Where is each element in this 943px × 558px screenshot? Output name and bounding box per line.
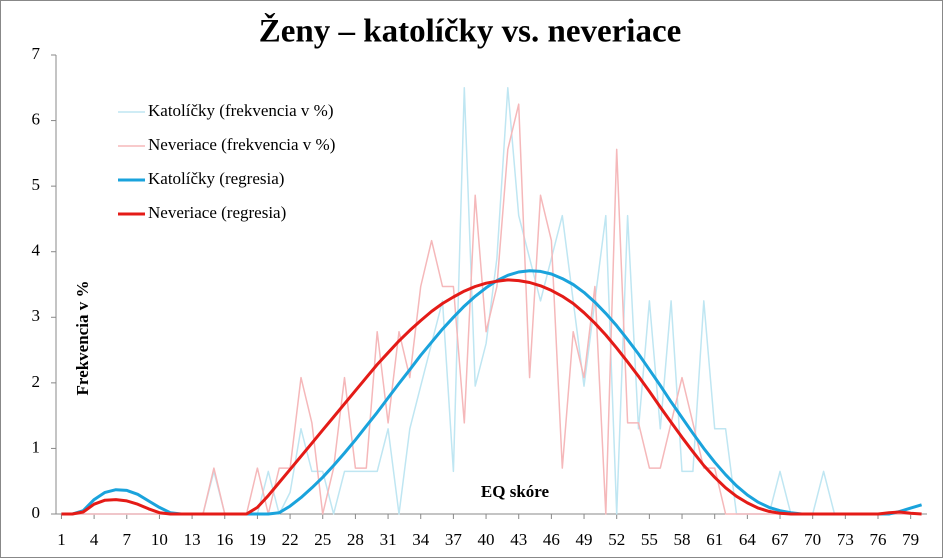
x-tick-label: 22 [282, 530, 299, 549]
x-tick-label: 1 [57, 530, 66, 549]
legend-label: Neveriace (regresia) [148, 203, 286, 222]
x-tick-label: 64 [739, 530, 757, 549]
y-tick-label: 4 [32, 241, 41, 260]
x-tick-label: 10 [151, 530, 168, 549]
y-tick-label: 0 [32, 503, 41, 522]
x-axis-label: EQ skóre [481, 482, 550, 501]
legend-label: Katolíčky (frekvencia v %) [148, 101, 334, 120]
x-tick-label: 70 [804, 530, 821, 549]
x-tick-label: 7 [123, 530, 132, 549]
x-tick-label: 73 [837, 530, 854, 549]
x-tick-label: 46 [543, 530, 560, 549]
x-tick-label: 61 [706, 530, 723, 549]
x-tick-label: 67 [772, 530, 790, 549]
x-tick-label: 25 [314, 530, 331, 549]
x-tick-label: 37 [445, 530, 463, 549]
series-line [61, 278, 922, 516]
legend-label: Katolíčky (regresia) [148, 169, 284, 188]
x-tick-label: 43 [510, 530, 527, 549]
x-tick-label: 4 [90, 530, 99, 549]
chart-title: Ženy – katolíčky vs. neveriace [259, 12, 682, 50]
x-tick-label: 79 [902, 530, 919, 549]
x-tick-label: 40 [478, 530, 495, 549]
x-tick-label: 13 [184, 530, 201, 549]
y-tick-label: 5 [32, 175, 41, 194]
y-tick-label: 1 [32, 437, 41, 456]
y-tick-label: 6 [32, 109, 41, 128]
y-axis-label: Frekvencia v % [73, 281, 92, 396]
x-tick-label: 52 [608, 530, 625, 549]
x-tick-label: 76 [870, 530, 887, 549]
x-tick-label: 28 [347, 530, 364, 549]
x-tick-label: 49 [576, 530, 593, 549]
legend-label: Neveriace (frekvencia v %) [148, 135, 335, 154]
x-tick-label: 55 [641, 530, 658, 549]
y-tick-label: 2 [32, 372, 41, 391]
x-tick-label: 34 [412, 530, 430, 549]
x-tick-label: 19 [249, 530, 266, 549]
y-tick-label: 3 [32, 306, 41, 325]
y-tick-label: 7 [32, 44, 41, 63]
x-tick-label: 31 [380, 530, 397, 549]
x-tick-label: 58 [674, 530, 691, 549]
x-tick-label: 16 [216, 530, 233, 549]
